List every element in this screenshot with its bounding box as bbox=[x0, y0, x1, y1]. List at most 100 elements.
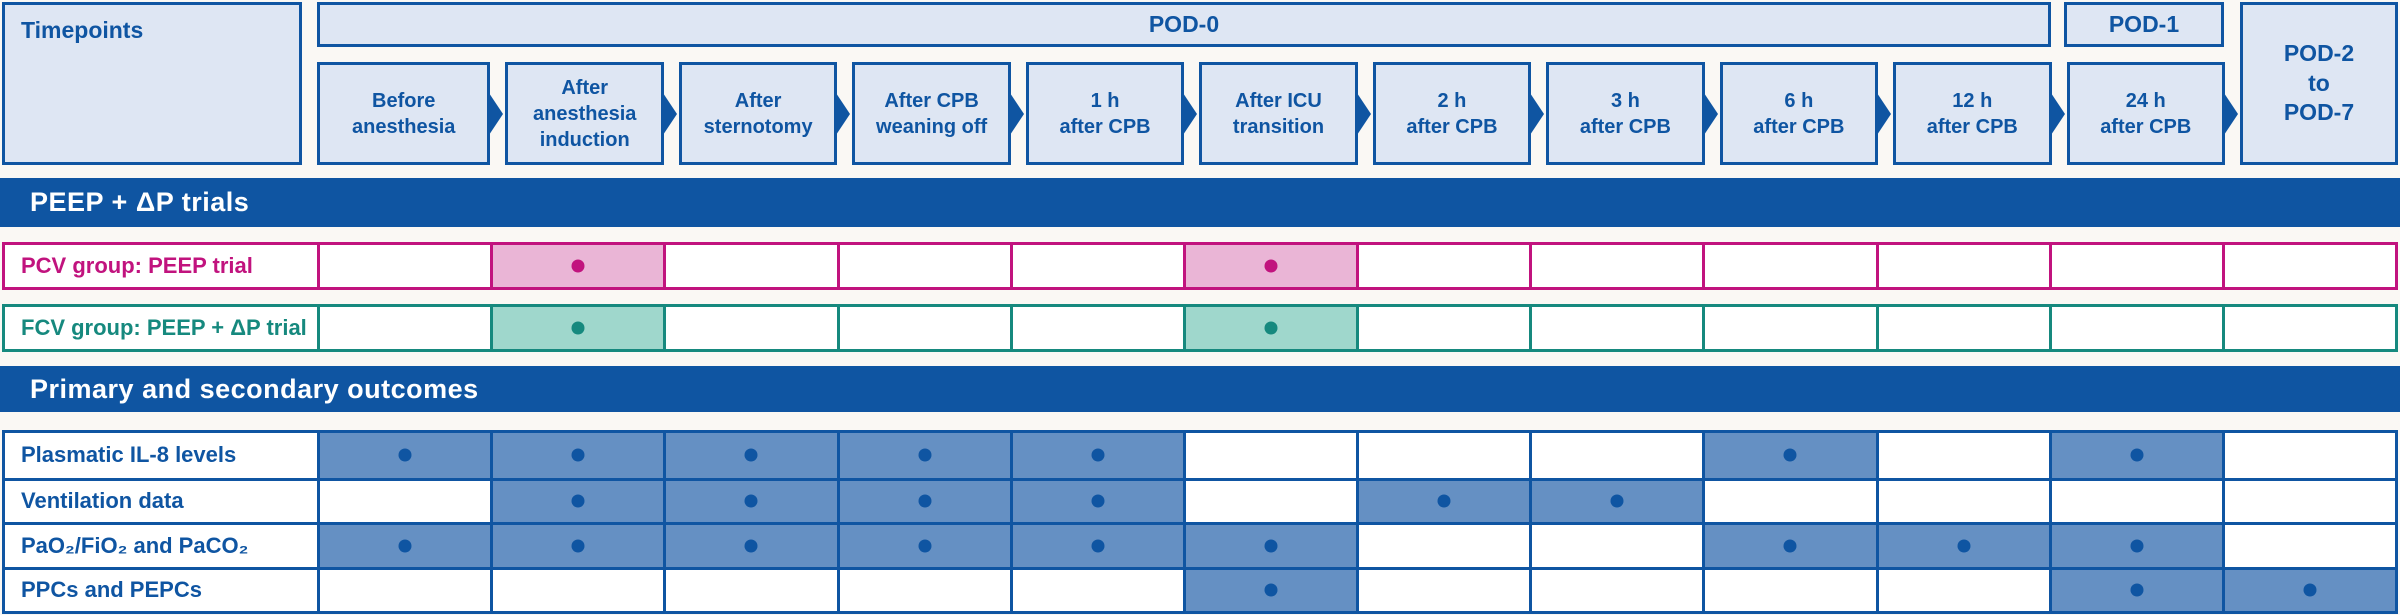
timepoint-box: 24 h after CPB bbox=[2066, 62, 2238, 165]
outcome-cell bbox=[1356, 433, 1529, 478]
trial-cell bbox=[317, 245, 490, 287]
pod1-box: POD-1 bbox=[2064, 2, 2224, 47]
trial-cell bbox=[836, 307, 1010, 349]
timepoint-label: 6 h after CPB bbox=[1753, 89, 1845, 138]
trials-section-title: PEEP + ΔP trials bbox=[30, 187, 250, 217]
arrow-right-icon bbox=[662, 92, 677, 135]
outcome-cell bbox=[1182, 522, 1356, 567]
outcome-cell bbox=[2048, 566, 2222, 611]
outcome-cell bbox=[1702, 566, 1876, 611]
marker-dot bbox=[571, 448, 585, 462]
arrow-right-icon bbox=[1530, 92, 1545, 135]
timepoint-label: 1 h after CPB bbox=[1059, 89, 1151, 138]
marker-dot bbox=[918, 448, 932, 462]
pcv-trial-row: PCV group: PEEP trial bbox=[2, 242, 2398, 290]
timepoint-label: After sternotomy bbox=[703, 89, 813, 138]
timepoint-row: Before anesthesia After anesthesia induct… bbox=[317, 62, 2238, 165]
timepoint-label: 2 h after CPB bbox=[1406, 89, 1498, 138]
timepoint-label: After CPB weaning off bbox=[876, 89, 988, 138]
outcome-cell bbox=[836, 433, 1010, 478]
arrow-right-icon bbox=[1703, 92, 1718, 135]
trial-cell bbox=[836, 245, 1010, 287]
pod0-box: POD-0 bbox=[317, 2, 2051, 47]
pod2-to-pod7-box: POD-2 to POD-7 bbox=[2240, 2, 2398, 165]
marker-dot bbox=[571, 539, 585, 553]
outcome-cell bbox=[1875, 566, 2049, 611]
timepoint-box: 3 h after CPB bbox=[1546, 62, 1718, 165]
timepoint-label: 3 h after CPB bbox=[1579, 89, 1671, 138]
marker-dot bbox=[571, 259, 585, 273]
outcome-row-label: Plasmatic IL-8 levels bbox=[21, 442, 237, 468]
trial-cell bbox=[1182, 245, 1356, 287]
timepoints-header-box: Timepoints bbox=[2, 2, 302, 165]
outcome-cell bbox=[317, 522, 491, 567]
outcome-cell bbox=[836, 522, 1010, 567]
marker-dot bbox=[1264, 583, 1278, 597]
timepoint-label: After anesthesia induction bbox=[532, 76, 637, 151]
timepoint-label: 24 h after CPB bbox=[2100, 89, 2192, 138]
outcome-cell bbox=[1356, 566, 1530, 611]
outcome-cell bbox=[1009, 566, 1183, 611]
outcome-cell bbox=[490, 433, 664, 478]
section-banner-trials: PEEP + ΔP trials bbox=[0, 178, 2400, 227]
outcome-cell bbox=[663, 433, 837, 478]
outcome-cell bbox=[2221, 566, 2395, 611]
trial-cell bbox=[2048, 307, 2222, 349]
marker-dot bbox=[744, 539, 758, 553]
trial-cell bbox=[2221, 307, 2395, 349]
arrow-right-icon bbox=[1356, 92, 1371, 135]
outcome-cell bbox=[1875, 522, 2049, 567]
outcome-cell bbox=[490, 566, 664, 611]
trial-row-label: PCV group: PEEP trial bbox=[21, 253, 253, 278]
timepoint-box: 2 h after CPB bbox=[1372, 62, 1545, 165]
outcome-cell bbox=[1529, 433, 1702, 478]
marker-dot bbox=[1783, 539, 1797, 553]
timepoints-label: Timepoints bbox=[21, 17, 144, 43]
marker-dot bbox=[1610, 494, 1624, 508]
outcome-cell bbox=[490, 522, 664, 567]
trial-cell bbox=[1702, 245, 1875, 287]
marker-dot bbox=[2130, 448, 2144, 462]
outcome-cell bbox=[1356, 522, 1530, 567]
outcome-cell bbox=[317, 566, 491, 611]
marker-dot bbox=[918, 539, 932, 553]
outcome-cell bbox=[663, 566, 837, 611]
trial-cell bbox=[1356, 307, 1529, 349]
marker-dot bbox=[1264, 259, 1278, 273]
outcome-cell bbox=[2048, 522, 2222, 567]
outcome-cell bbox=[1182, 477, 1356, 522]
timepoint-label: 12 h after CPB bbox=[1926, 89, 2018, 138]
outcome-cell bbox=[490, 477, 664, 522]
outcome-row-label: PaO₂/FiO₂ and PaCO₂ bbox=[5, 522, 317, 567]
trial-cell bbox=[2221, 245, 2395, 287]
outcome-cell bbox=[1875, 433, 2049, 478]
outcome-cell bbox=[2048, 433, 2222, 478]
outcome-cell bbox=[663, 477, 837, 522]
arrow-right-icon bbox=[1183, 92, 1198, 135]
outcome-cell bbox=[2221, 433, 2395, 478]
outcome-cell bbox=[663, 522, 837, 567]
arrow-right-icon bbox=[2050, 92, 2065, 135]
outcome-cell bbox=[317, 477, 491, 522]
fcv-trial-row: FCV group: PEEP + ΔP trial bbox=[2, 304, 2398, 352]
outcome-cell bbox=[1529, 477, 1703, 522]
arrow-right-icon bbox=[1009, 92, 1024, 135]
timepoint-box: After anesthesia induction bbox=[505, 62, 677, 165]
outcome-cell bbox=[836, 477, 1010, 522]
timepoint-box: After ICU transition bbox=[1199, 62, 1371, 165]
arrow-right-icon bbox=[2223, 92, 2238, 135]
trial-cell bbox=[317, 307, 490, 349]
trial-cell bbox=[663, 245, 836, 287]
outcome-cell bbox=[2048, 477, 2222, 522]
trial-cell bbox=[663, 307, 836, 349]
trial-cell bbox=[1529, 245, 1702, 287]
marker-dot bbox=[1091, 539, 1105, 553]
trial-cell bbox=[490, 245, 664, 287]
marker-dot bbox=[918, 494, 932, 508]
timepoint-box: 12 h after CPB bbox=[1893, 62, 2065, 165]
trial-cell bbox=[1182, 307, 1356, 349]
arrow-right-icon bbox=[489, 92, 504, 135]
outcome-cell bbox=[1702, 477, 1876, 522]
marker-dot bbox=[1091, 448, 1105, 462]
marker-dot bbox=[2130, 539, 2144, 553]
